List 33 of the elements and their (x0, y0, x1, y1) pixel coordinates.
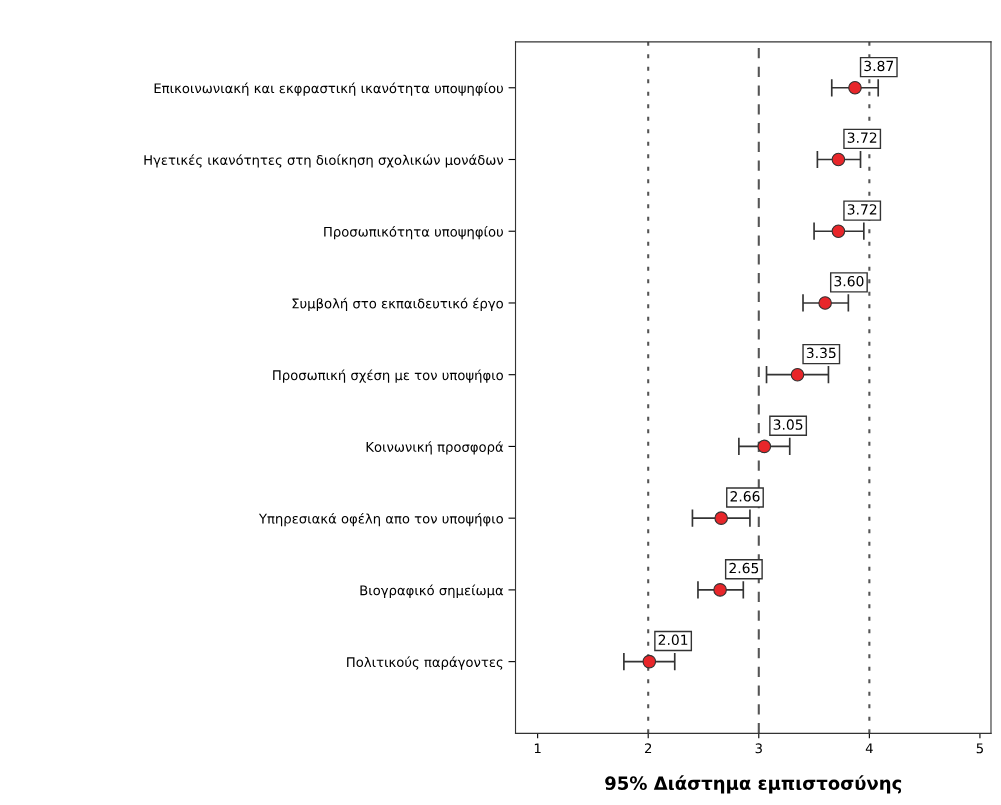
y-tick-label: Επικοινωνιακή και εκφραστική ικανότητα υποψηφίου (154, 82, 503, 96)
x-tick-label: 3 (755, 743, 762, 754)
data-label: 3.60 (834, 275, 864, 287)
y-tick-label: Υπηρεσιακά οφέλη απο τον υποψήφιο (258, 512, 503, 527)
data-label: 3.72 (847, 204, 877, 215)
point (757, 439, 772, 454)
y-tick-label: Βιογραφικό σημείωμα (360, 584, 504, 598)
point (848, 80, 862, 95)
point (831, 224, 846, 239)
point (790, 367, 805, 382)
x-tick-label: 1 (534, 743, 541, 754)
point (713, 583, 727, 597)
point (831, 152, 846, 167)
point (642, 654, 657, 669)
point (818, 296, 832, 310)
x-tick-label: 5 (976, 743, 983, 754)
data-label: 3.72 (847, 132, 877, 143)
data-label: 2.66 (730, 491, 760, 502)
data-label: 2.65 (729, 562, 759, 574)
x-tick-label: 2 (644, 743, 652, 754)
y-tick-label: Κοινωνική προσφορά (366, 441, 504, 455)
data-label: 3.35 (806, 347, 836, 359)
data-label: 3.87 (864, 60, 894, 72)
y-tick-label: Συμβολή στο εκπαιδευτικό έργο (292, 297, 503, 311)
y-tick-label: Προσωπική σχέση με τον υποψήφιο (273, 369, 503, 383)
y-tick-label: Πολιτικούς παράγοντες (347, 656, 503, 670)
data-label: 2.01 (658, 634, 688, 646)
point (714, 511, 728, 525)
y-tick-label: Προσωπικότητα υποψηφίου (324, 225, 503, 240)
y-tick-label: Ηγετικές ικανότητες στη διοίκηση σχολικών μονάδων (144, 154, 504, 168)
x-tick-label: 4 (865, 743, 873, 754)
data-label: 3.05 (773, 419, 803, 430)
x-axis-title: 95% Διάστημα εμπιστοσύνης (605, 775, 902, 794)
